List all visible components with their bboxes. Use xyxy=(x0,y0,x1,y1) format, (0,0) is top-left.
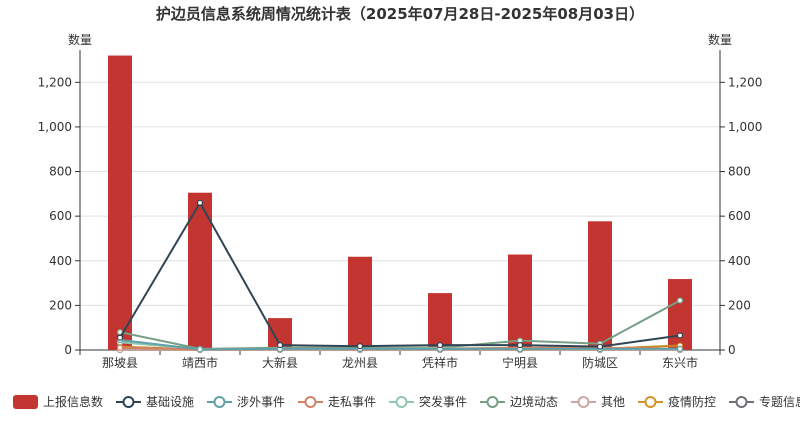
data-point xyxy=(356,343,364,350)
data-point xyxy=(116,334,124,341)
legend-swatch-marker xyxy=(644,396,657,408)
legend-swatch-marker xyxy=(486,396,499,408)
legend-label: 专题信息 xyxy=(759,394,800,409)
y-tick-label-left: 400 xyxy=(49,254,72,268)
y-tick-label-left: 800 xyxy=(49,165,72,179)
legend-label: 边境动态 xyxy=(510,394,558,409)
y-tick-label-right: 600 xyxy=(728,209,751,223)
data-point xyxy=(196,346,204,353)
legend-swatch-marker xyxy=(122,396,135,408)
data-point xyxy=(116,344,124,351)
bar xyxy=(428,293,452,350)
legend-label: 其他 xyxy=(601,395,625,409)
y-tick-label-right: 0 xyxy=(728,343,736,357)
chart-title: 护边员信息系统周情况统计表（2025年07月28日-2025年08月03日） xyxy=(156,5,644,23)
legend-label: 涉外事件 xyxy=(237,395,285,409)
legend-swatch-marker xyxy=(577,396,590,408)
data-point xyxy=(676,332,684,339)
x-tick-label: 靖西市 xyxy=(182,355,218,370)
legend-label: 上报信息数 xyxy=(43,394,103,409)
left-axis-label: 数量 xyxy=(68,32,92,47)
x-tick-label: 防城区 xyxy=(582,355,618,370)
legend-label: 走私事件 xyxy=(328,395,376,409)
legend-swatch-marker xyxy=(395,396,408,408)
grid-lines xyxy=(80,81,720,306)
x-tick-label: 大新县 xyxy=(262,355,298,370)
bar xyxy=(508,254,532,350)
bar xyxy=(348,256,372,350)
bar xyxy=(668,279,692,350)
series-line xyxy=(119,200,681,348)
y-tick-label-left: 1,000 xyxy=(38,120,72,134)
axes: 0 0 200 200 400 400 600 600 800 800 1,000 1,000 1,20… xyxy=(38,50,762,370)
legend: 上报信息数 基础设施 涉外事件 走私事件 突发事件 边境动态 其他 疫情防控 专题信息 xyxy=(13,394,800,409)
y-tick-label-right: 400 xyxy=(728,254,751,268)
y-tick-label-right: 1,200 xyxy=(728,75,762,89)
legend-swatch-bar xyxy=(13,395,38,409)
y-tick-label-left: 0 xyxy=(64,343,72,357)
legend-label: 突发事件 xyxy=(419,394,467,409)
line-series xyxy=(116,199,684,354)
legend-swatch-marker xyxy=(304,396,317,408)
y-tick-label-right: 800 xyxy=(728,165,751,179)
data-point xyxy=(676,345,684,352)
bar-series xyxy=(108,55,692,351)
data-point xyxy=(436,341,444,349)
x-tick-label: 龙州县 xyxy=(342,356,378,370)
y-tick-label-left: 1,200 xyxy=(38,75,72,89)
y-tick-label-left: 200 xyxy=(49,298,72,312)
legend-swatch-marker xyxy=(213,396,226,408)
right-axis-label: 数量 xyxy=(708,32,732,47)
legend-swatch-marker xyxy=(735,396,748,408)
data-point xyxy=(196,199,204,206)
legend-label: 基础设施 xyxy=(146,395,194,409)
y-tick-label-right: 1,000 xyxy=(728,120,762,134)
series-line xyxy=(119,338,680,351)
data-point xyxy=(676,297,684,304)
y-tick-label-left: 600 xyxy=(49,209,72,223)
x-tick-label: 东兴市 xyxy=(662,355,698,370)
bar xyxy=(108,55,132,351)
data-point xyxy=(516,341,524,349)
x-tick-label: 宁明县 xyxy=(502,355,538,370)
y-tick-label-right: 200 xyxy=(728,298,751,312)
bar xyxy=(588,221,612,350)
legend-label: 疫情防控 xyxy=(668,394,716,409)
x-tick-label: 那坡县 xyxy=(102,356,138,370)
data-point xyxy=(596,343,604,350)
data-point xyxy=(276,341,284,349)
x-tick-label: 凭祥市 xyxy=(422,355,458,370)
